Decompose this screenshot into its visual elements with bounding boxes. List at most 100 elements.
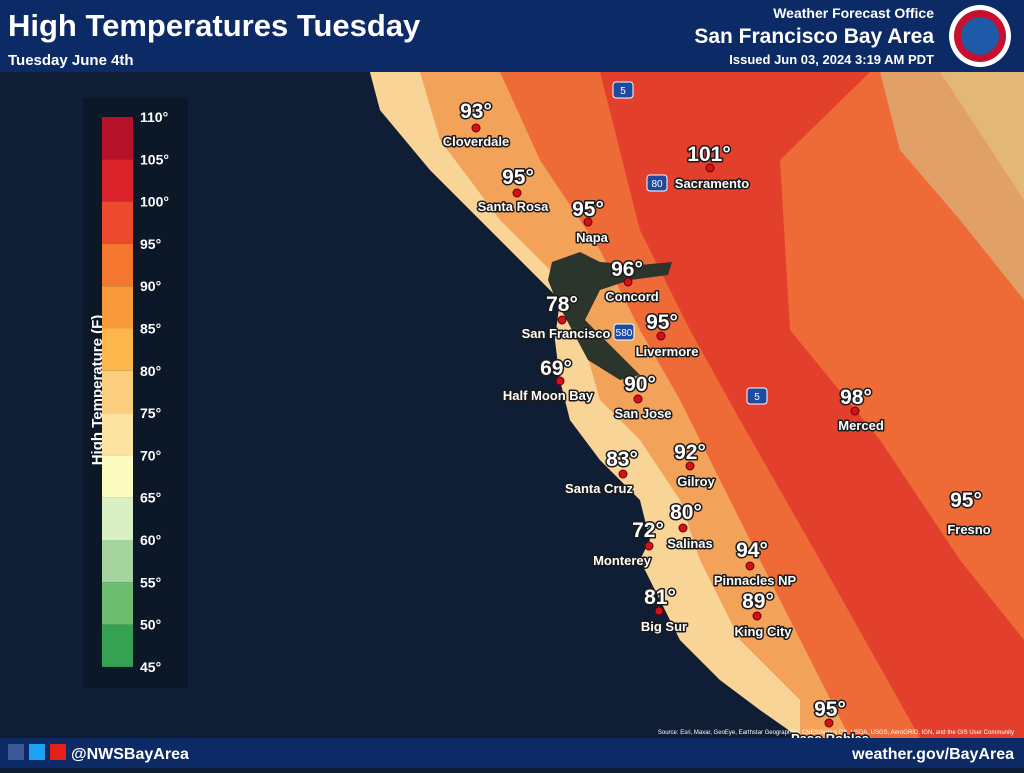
city-name: Pinnacles NP [714, 573, 797, 588]
city-name: San Jose [614, 406, 671, 421]
city-name: San Francisco [522, 326, 611, 341]
legend-swatch [102, 540, 133, 583]
highway-number: 5 [754, 392, 760, 403]
city-name: Santa Rosa [478, 199, 550, 214]
city-temp: 96° [611, 258, 643, 281]
highway-number: 5 [620, 86, 626, 97]
city-name: Salinas [667, 536, 713, 551]
city-dot [678, 523, 688, 533]
city-temp: 90° [624, 373, 656, 396]
legend-label: 100° [140, 194, 169, 210]
hot-zone [600, 72, 1024, 738]
issued: Issued Jun 03, 2024 3:19 AM PDT [729, 52, 934, 67]
facebook-icon[interactable] [8, 744, 24, 760]
city-dot [555, 376, 565, 386]
highway-shield [613, 323, 635, 341]
legend-swatch [102, 582, 133, 625]
city-name: Fresno [947, 522, 990, 537]
highway-number: 580 [616, 328, 633, 339]
city-temp: 89° [742, 590, 774, 613]
legend-swatch [102, 117, 133, 160]
city-temp: 93° [460, 100, 492, 123]
city-name: Sacramento [675, 176, 749, 191]
city-temp: 81° [644, 586, 676, 609]
city-temp: 80° [670, 501, 702, 524]
city-name: Monterey [593, 553, 652, 568]
legend-swatch [102, 159, 133, 202]
city-dot [745, 561, 755, 571]
social-handle[interactable]: @NWSBayArea [71, 746, 189, 763]
legend-swatch [102, 497, 133, 540]
area: San Francisco Bay Area [694, 25, 934, 48]
highway-shield [612, 81, 634, 99]
city-name: Concord [605, 289, 659, 304]
header-bar [0, 0, 1024, 72]
city-dot [471, 123, 481, 133]
legend-swatch [102, 328, 133, 371]
city-name: King City [734, 624, 792, 639]
legend-label: 110° [140, 109, 168, 125]
city-temp: 95° [950, 489, 982, 512]
highway-number: 80 [651, 179, 663, 190]
footer-bar [0, 738, 1024, 768]
youtube-icon[interactable] [50, 744, 66, 760]
legend-label: 90° [140, 278, 161, 294]
city-dot [654, 606, 664, 616]
city-name: Half Moon Bay [503, 388, 594, 403]
city-name: Napa [576, 230, 609, 245]
office: Weather Forecast Office [773, 5, 934, 21]
legend-label: 70° [140, 447, 161, 463]
city-dot [644, 541, 654, 551]
city-temp: 94° [736, 539, 768, 562]
coastal-zone [370, 72, 800, 738]
city-dot [618, 469, 628, 479]
city-dot [685, 461, 695, 471]
city-temp: 83° [606, 448, 638, 471]
legend-swatch [102, 624, 133, 667]
legend-swatch [102, 286, 133, 329]
title: High Temperatures Tuesday [8, 8, 421, 43]
legend-label: 50° [140, 617, 161, 633]
city-temp: 78° [546, 293, 578, 316]
legend-swatch [102, 370, 133, 414]
highway-shield [646, 174, 668, 192]
highway-shield [746, 387, 768, 405]
city-name: Merced [838, 418, 884, 433]
city-name: Gilroy [677, 474, 715, 489]
city-name: Livermore [636, 344, 699, 359]
city-temp: 101° [687, 143, 730, 166]
city-temp: 95° [502, 166, 534, 189]
city-dot [752, 611, 762, 621]
legend-label: 85° [140, 321, 161, 337]
city-temp: 98° [840, 386, 872, 409]
legend-swatch [102, 201, 133, 244]
city-name: Santa Cruz [565, 481, 633, 496]
city-dot [557, 315, 567, 325]
attribution: Source: Esri, Maxar, GeoEye, Earthstar G… [658, 730, 1014, 736]
subtitle: Tuesday June 4th [8, 52, 134, 69]
city-name: Big Sur [641, 619, 687, 634]
legend-label: 60° [140, 532, 161, 548]
legend-label: 45° [140, 659, 161, 675]
city-temp: 72° [632, 519, 664, 542]
legend-swatch [102, 413, 133, 456]
city-temp: 69° [540, 357, 572, 380]
city-temp: 95° [646, 311, 678, 334]
bay [548, 252, 672, 380]
legend-swatch [102, 243, 133, 287]
city-dot [824, 718, 834, 728]
legend-label: 55° [140, 574, 161, 590]
city-dot [705, 163, 715, 173]
website[interactable]: weather.gov/BayArea [851, 746, 1014, 763]
twitter-icon[interactable] [29, 744, 45, 760]
inland-green [880, 72, 1024, 300]
city-dot [656, 331, 666, 341]
city-dot [623, 277, 633, 287]
legend-title: High Temperature (F) [89, 315, 106, 466]
city-name: Cloverdale [443, 134, 509, 149]
nws-logo-center [961, 17, 999, 55]
legend-label: 75° [140, 405, 161, 421]
city-dot [583, 217, 593, 227]
legend-box [83, 98, 188, 688]
